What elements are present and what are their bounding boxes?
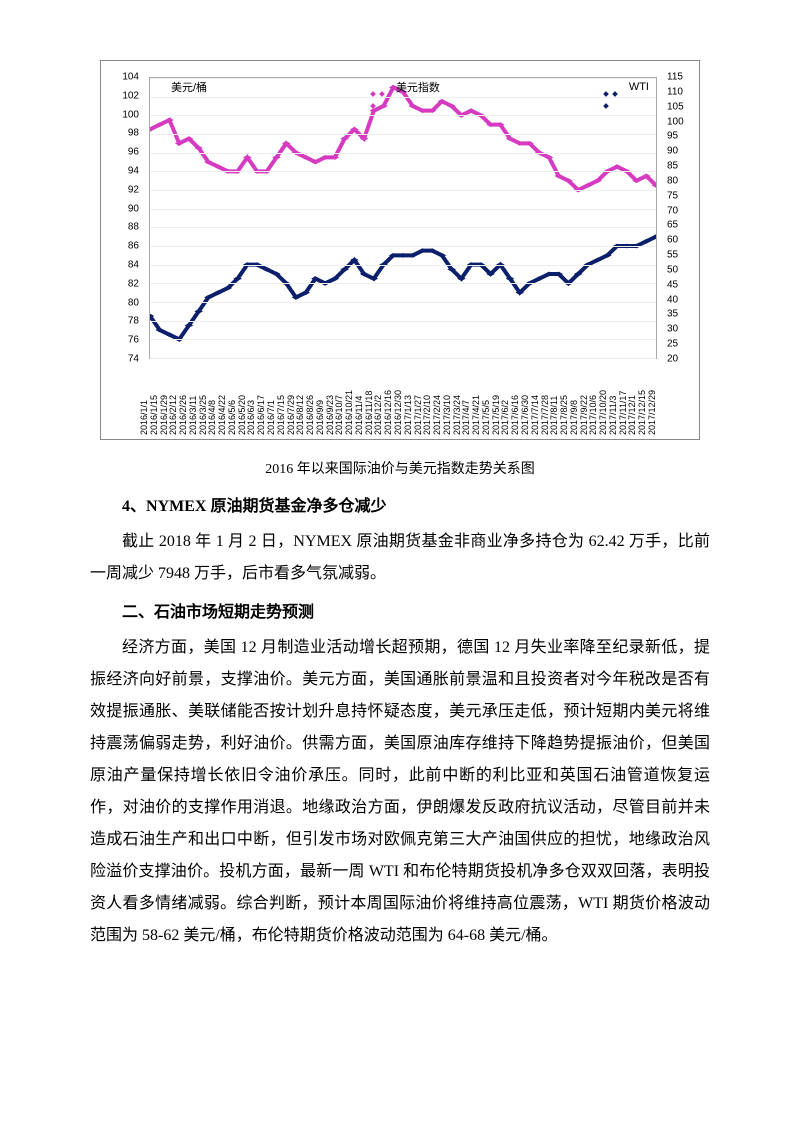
y-left-tick: 92: [128, 184, 139, 195]
y-left-tick: 78: [128, 316, 139, 327]
y-right-tick: 110: [667, 86, 683, 97]
y-right-tick: 70: [667, 205, 678, 216]
heading-nymex: 4、NYMEX 原油期货基金净多仓减少: [90, 492, 710, 516]
x-tick: 2016/11/4: [354, 396, 364, 435]
x-tick: 2016/6/17: [256, 395, 266, 435]
legend-label-wti: WTI: [629, 81, 649, 93]
x-tick: 2016/8/12: [295, 395, 305, 435]
x-tick: 2016/1/1: [139, 400, 149, 435]
x-tick: 2016/7/15: [276, 395, 286, 435]
y-right-tick: 40: [667, 294, 678, 305]
y-right-tick: 25: [667, 339, 678, 350]
x-tick: 2016/12/2: [373, 395, 383, 435]
x-tick: 2017/2/10: [422, 395, 432, 435]
y-left-tick: 76: [128, 335, 139, 346]
y-left-tick: 98: [128, 128, 139, 139]
y-right-tick: 75: [667, 190, 678, 201]
oil-usd-chart: 美元/桶 美元指数 WTI 74 76 78 80 82 84 86 88 90 92 94 96 98…: [100, 60, 700, 440]
heading-forecast: 二、石油市场短期走势预测: [90, 598, 710, 622]
x-tick: 2016/8/26: [305, 395, 315, 435]
x-tick: 2017/6/30: [520, 395, 530, 435]
y-right-tick: 95: [667, 131, 678, 142]
y-left-tick: 100: [122, 109, 139, 120]
y-right-tick: 100: [667, 116, 684, 127]
y-right-tick: 85: [667, 161, 678, 172]
x-tick: 2017/3/10: [442, 395, 452, 435]
y-left-tick: 74: [128, 354, 139, 365]
x-tick: 2017/5/5: [481, 400, 491, 435]
x-tick: 2017/8/25: [559, 395, 569, 435]
legend-wti: WTI: [603, 79, 649, 95]
y-left-axis: 74767880828486889092949698100102104: [101, 77, 145, 359]
y-left-tick: 96: [128, 147, 139, 158]
x-tick: 2016/2/12: [168, 395, 178, 435]
y-right-tick: 20: [667, 354, 678, 365]
para-nymex: 截止 2018 年 1 月 2 日，NYMEX 原油期货基金非商业净多持仓为 6…: [90, 526, 710, 590]
x-tick: 2017/2/24: [432, 395, 442, 435]
x-tick: 2016/5/6: [227, 400, 237, 435]
legend-usd-index: 美元指数: [370, 79, 440, 95]
x-tick: 2017/10/6: [588, 395, 598, 435]
y-right-tick: 35: [667, 309, 678, 320]
para-forecast: 经济方面，美国 12 月制造业活动增长超预期，德国 12 月失业率降至纪录新低，…: [90, 632, 710, 952]
x-tick: 2017/12/29: [647, 390, 657, 435]
y-left-tick: 102: [122, 90, 139, 101]
y-right-tick: 55: [667, 250, 678, 261]
x-tick: 2016/4/8: [207, 400, 217, 435]
y-left-tick: 84: [128, 260, 139, 271]
x-tick: 2017/1/13: [403, 395, 413, 435]
x-tick: 2017/8/11: [549, 396, 559, 435]
y-left-tick: 86: [128, 241, 139, 252]
chart-caption: 2016 年以来国际油价与美元指数走势关系图: [90, 458, 710, 478]
x-tick: 2016/2/26: [178, 395, 188, 435]
x-tick: 2017/9/8: [569, 400, 579, 435]
x-tick: 2016/9/9: [315, 400, 325, 435]
y-left-tick: 82: [128, 278, 139, 289]
x-tick: 2017/4/21: [471, 395, 481, 435]
y-right-tick: 105: [667, 101, 684, 112]
y-right-tick: 50: [667, 264, 678, 275]
x-tick: 2016/10/7: [334, 395, 344, 435]
x-tick: 2016/4/22: [217, 395, 227, 435]
y-right-tick: 45: [667, 279, 678, 290]
x-tick: 2016/6/3: [246, 400, 256, 435]
y-right-axis: 2025303540455055606570758085909510010511…: [661, 77, 699, 359]
x-tick: 2017/12/1: [627, 395, 637, 435]
y-right-tick: 80: [667, 175, 678, 186]
y-left-tick: 88: [128, 222, 139, 233]
x-tick: 2016/1/15: [149, 395, 159, 435]
x-tick: 2016/3/11: [188, 396, 198, 435]
y-right-tick: 65: [667, 220, 678, 231]
x-tick: 2016/10/21: [344, 390, 354, 435]
y-left-tick: 80: [128, 297, 139, 308]
y-right-tick: 90: [667, 146, 678, 157]
x-tick: 2017/4/7: [461, 400, 471, 435]
y-left-tick: 94: [128, 166, 139, 177]
x-tick: 2017/10/20: [598, 390, 608, 435]
y-axis-label: 美元/桶: [171, 79, 207, 95]
x-tick: 2016/12/16: [383, 390, 393, 435]
chart-legend: 美元/桶 美元指数 WTI: [171, 79, 649, 95]
series-svg: [150, 78, 656, 358]
x-tick: 2017/7/14: [530, 395, 540, 435]
x-tick: 2016/7/1: [266, 400, 276, 435]
x-tick: 2017/6/16: [510, 395, 520, 435]
legend-label-usd: 美元指数: [396, 79, 440, 95]
x-tick: 2016/12/30: [393, 390, 403, 435]
y-left-tick: 90: [128, 203, 139, 214]
x-tick: 2017/12/15: [637, 390, 647, 435]
y-left-tick: 104: [122, 72, 139, 83]
y-right-tick: 60: [667, 235, 678, 246]
page: 美元/桶 美元指数 WTI 74 76 78 80 82 84 86 88 90 92 94 96 98…: [0, 0, 800, 1018]
x-tick: 2017/11/3: [608, 396, 618, 435]
x-tick: 2017/6/2: [500, 400, 510, 435]
plot-area: [149, 77, 657, 359]
x-axis: 2016/1/12016/1/152016/1/292016/2/122016/…: [149, 361, 657, 435]
y-right-tick: 115: [667, 72, 683, 83]
y-right-tick: 30: [667, 324, 678, 335]
